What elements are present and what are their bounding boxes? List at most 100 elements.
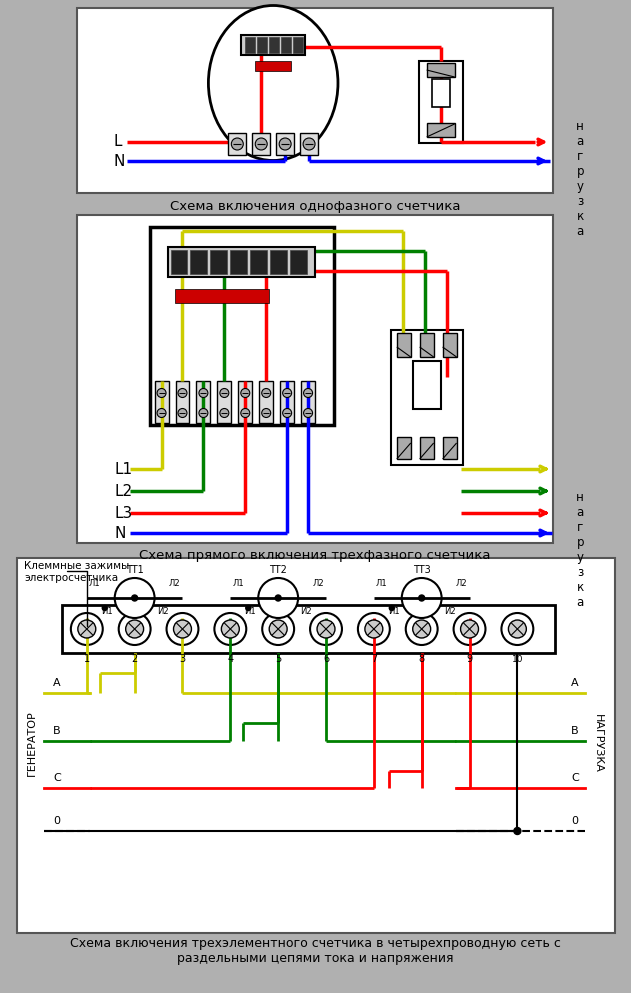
Ellipse shape	[208, 6, 338, 161]
Circle shape	[389, 606, 394, 611]
Text: н
а
г
р
у
з
к
а: н а г р у з к а	[576, 120, 584, 238]
Circle shape	[220, 388, 229, 397]
Circle shape	[157, 408, 166, 417]
Circle shape	[262, 613, 294, 645]
Bar	[256, 61, 291, 71]
Bar	[228, 133, 246, 155]
Text: 2: 2	[131, 654, 138, 664]
Circle shape	[283, 408, 292, 417]
Bar	[420, 333, 433, 357]
Circle shape	[502, 613, 533, 645]
Circle shape	[283, 388, 292, 397]
Bar	[276, 133, 294, 155]
Circle shape	[126, 620, 144, 638]
Text: 5: 5	[275, 654, 281, 664]
Circle shape	[221, 620, 239, 638]
Circle shape	[365, 620, 383, 638]
Bar	[175, 381, 189, 423]
Bar	[77, 8, 553, 193]
Text: И2: И2	[444, 608, 456, 617]
Text: Схема прямого включения трехфазного счетчика: Схема прямого включения трехфазного счет…	[139, 549, 491, 562]
Bar	[290, 250, 307, 274]
Circle shape	[279, 138, 291, 150]
Circle shape	[258, 578, 298, 618]
Text: A: A	[572, 678, 579, 688]
Text: И1: И1	[101, 608, 112, 617]
Circle shape	[402, 578, 442, 618]
Text: N: N	[115, 525, 126, 540]
Circle shape	[178, 408, 187, 417]
Circle shape	[199, 408, 208, 417]
Bar	[427, 63, 454, 77]
Text: Л1: Л1	[89, 580, 100, 589]
Circle shape	[262, 408, 271, 417]
Text: L3: L3	[115, 505, 133, 520]
Bar	[175, 289, 269, 303]
Text: TT2: TT2	[269, 565, 287, 575]
Bar	[293, 37, 303, 53]
Circle shape	[132, 595, 138, 601]
Bar	[281, 37, 291, 53]
Text: B: B	[53, 726, 61, 736]
Bar	[432, 79, 450, 107]
Bar	[239, 381, 252, 423]
Text: 9: 9	[466, 654, 473, 664]
Text: НАГРУЗКА: НАГРУЗКА	[593, 714, 603, 773]
Text: 7: 7	[371, 654, 377, 664]
Circle shape	[303, 138, 315, 150]
Text: ГЕНЕРАТОР: ГЕНЕРАТОР	[27, 710, 37, 776]
Circle shape	[304, 408, 312, 417]
Bar	[77, 215, 553, 543]
Text: 3: 3	[179, 654, 186, 664]
Text: 10: 10	[512, 654, 523, 663]
Bar	[257, 37, 267, 53]
Bar	[442, 333, 457, 357]
Bar	[230, 250, 247, 274]
Text: 4: 4	[227, 654, 233, 664]
Circle shape	[419, 595, 425, 601]
Circle shape	[454, 613, 485, 645]
Circle shape	[215, 613, 246, 645]
Circle shape	[358, 613, 390, 645]
Text: Л1: Л1	[376, 580, 387, 589]
Bar	[168, 247, 315, 277]
Bar	[280, 381, 294, 423]
Bar	[397, 437, 411, 459]
Text: B: B	[572, 726, 579, 736]
Text: И2: И2	[157, 608, 168, 617]
Text: N: N	[114, 154, 125, 169]
Text: 0: 0	[54, 816, 61, 826]
Text: C: C	[571, 773, 579, 783]
Circle shape	[246, 606, 251, 611]
Text: Схема включения однофазного счетчика: Схема включения однофазного счетчика	[170, 200, 460, 213]
Circle shape	[157, 388, 166, 397]
Text: н
а
г
р
у
з
к
а: н а г р у з к а	[576, 491, 584, 609]
Text: 6: 6	[323, 654, 329, 664]
Circle shape	[119, 613, 151, 645]
Bar	[196, 381, 210, 423]
Circle shape	[199, 388, 208, 397]
Circle shape	[262, 388, 271, 397]
Circle shape	[178, 388, 187, 397]
Bar	[419, 61, 463, 143]
Bar	[427, 123, 454, 137]
Circle shape	[71, 613, 103, 645]
Bar	[245, 37, 256, 53]
Bar	[251, 250, 267, 274]
Bar	[442, 437, 457, 459]
Bar	[391, 330, 463, 465]
Bar	[150, 227, 334, 425]
Circle shape	[167, 613, 198, 645]
Bar	[300, 133, 318, 155]
Text: И2: И2	[300, 608, 312, 617]
Bar	[269, 37, 279, 53]
Circle shape	[174, 620, 191, 638]
Text: C: C	[53, 773, 61, 783]
Bar	[210, 250, 227, 274]
Bar	[301, 381, 315, 423]
Text: Л2: Л2	[456, 580, 468, 589]
Bar	[155, 381, 168, 423]
Bar	[252, 133, 270, 155]
Bar	[241, 35, 305, 55]
Bar	[191, 250, 208, 274]
